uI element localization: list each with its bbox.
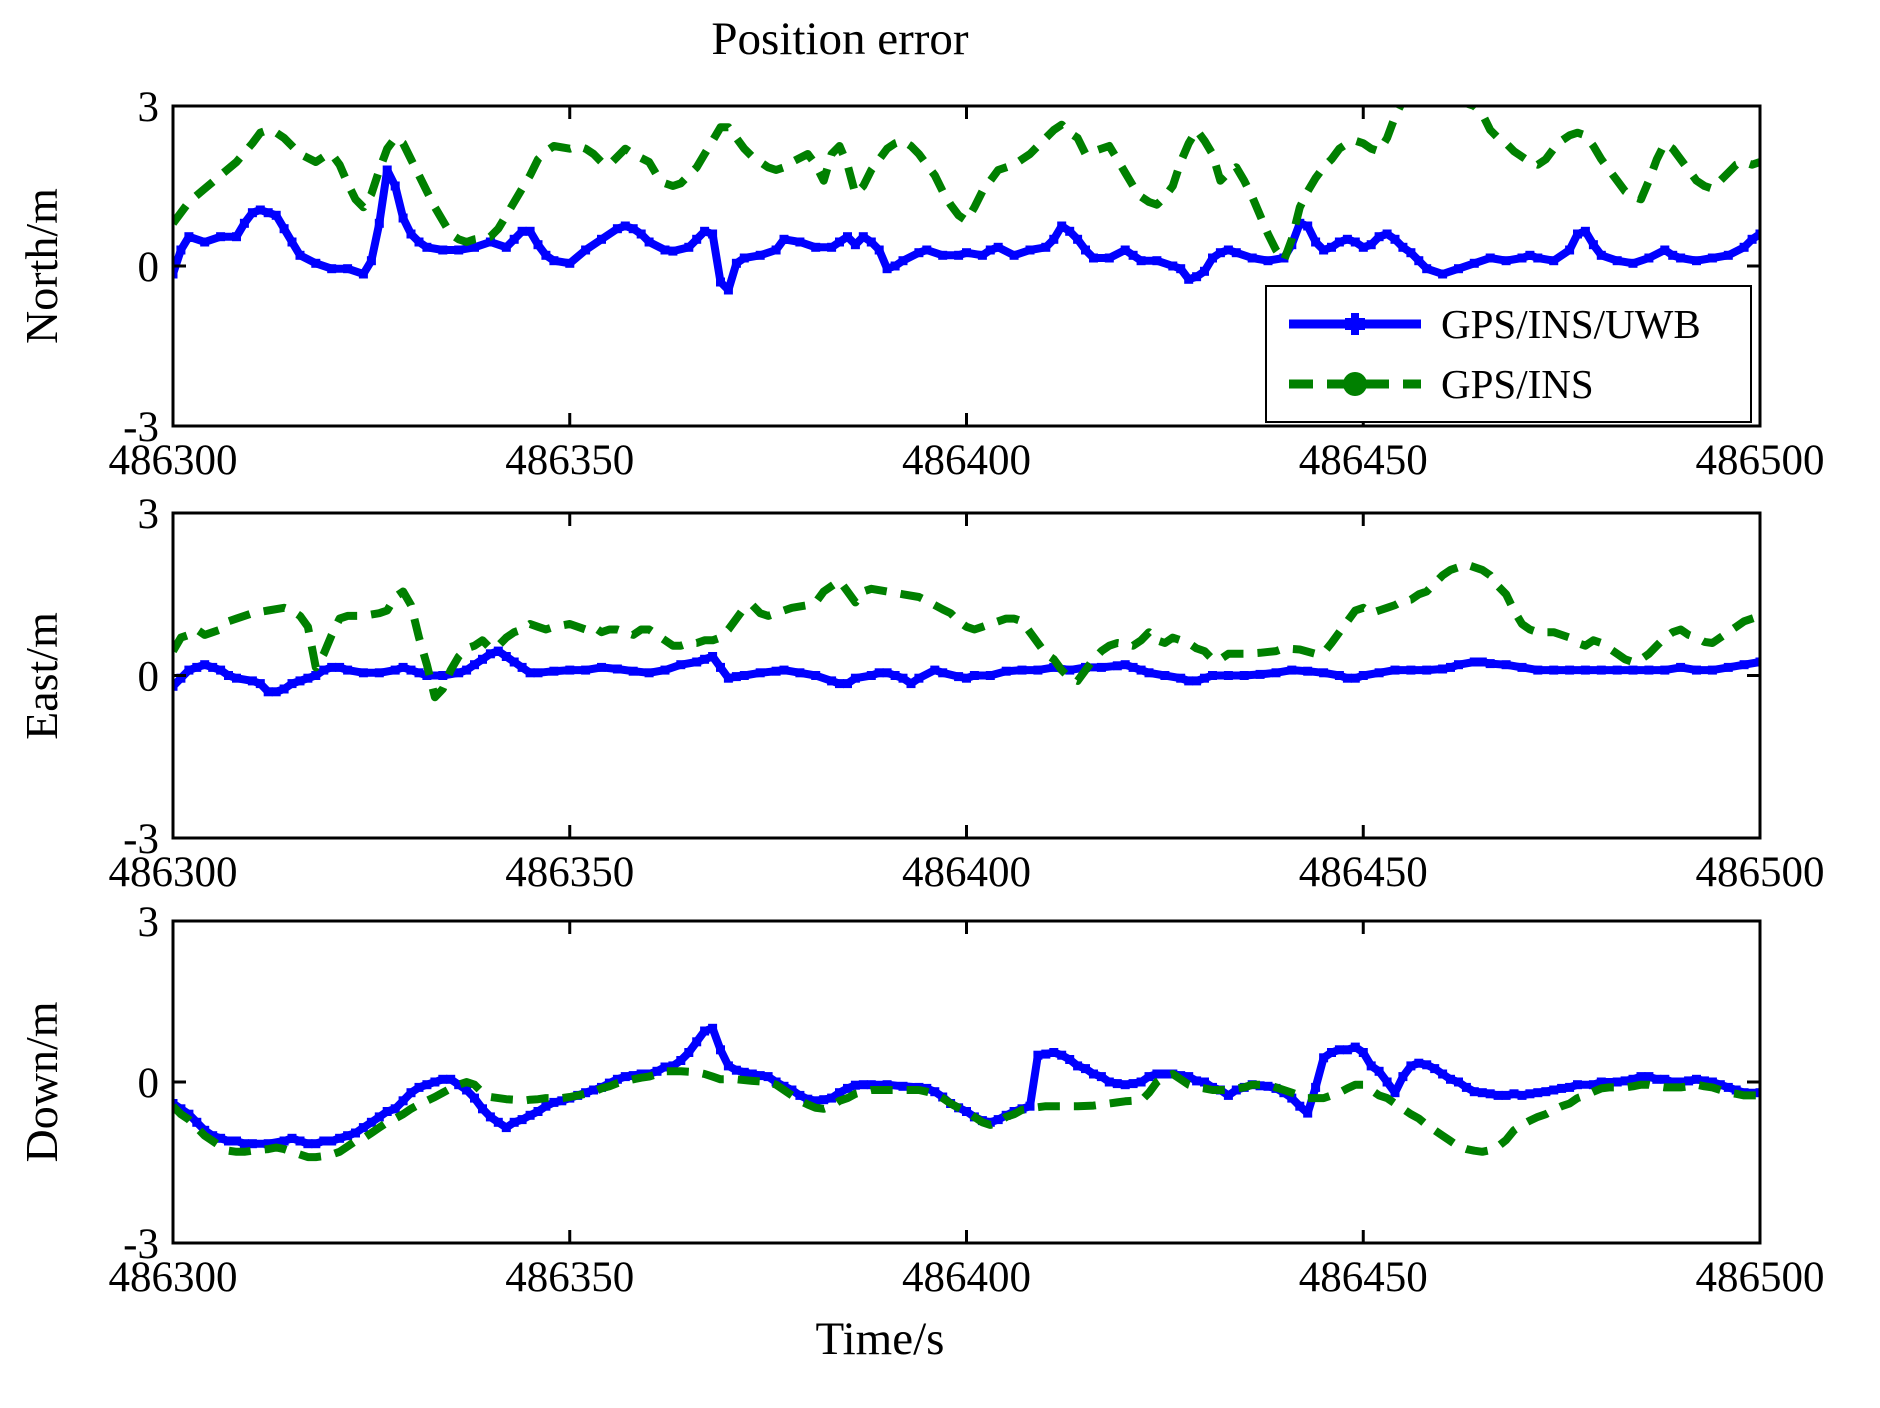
legend-line-dashed-icon bbox=[1289, 372, 1421, 397]
y-tick-label: -3 bbox=[123, 404, 159, 451]
y-tick-label: 3 bbox=[138, 491, 160, 538]
legend-label: GPS/INS bbox=[1441, 361, 1594, 408]
x-tick-label: 486300 bbox=[109, 1254, 238, 1301]
legend-entry-gps-ins-uwb: GPS/INS/UWB bbox=[1285, 300, 1750, 348]
chart-title: Position error bbox=[711, 13, 969, 65]
y-tick-label: 3 bbox=[138, 84, 160, 131]
y-tick-label: 0 bbox=[138, 1060, 160, 1107]
y-tick-label: 0 bbox=[138, 654, 160, 701]
x-tick-label: 486500 bbox=[1696, 849, 1825, 896]
axes-frame bbox=[171, 919, 1762, 1245]
series-line-gps-ins-uwb bbox=[172, 1024, 1761, 1148]
x-tick-label: 486450 bbox=[1299, 437, 1428, 484]
legend-label: GPS/INS/UWB bbox=[1441, 300, 1701, 347]
y-tick-label: 0 bbox=[138, 244, 160, 291]
legend-line-solid-icon bbox=[1289, 312, 1421, 335]
x-tick-label: 486300 bbox=[109, 437, 238, 484]
series-line-gps-ins bbox=[172, 560, 1761, 702]
series-markers-gps-ins-uwb bbox=[172, 646, 1761, 697]
legend-entry-gps-ins: GPS/INS bbox=[1285, 360, 1750, 408]
x-tick-label: 486350 bbox=[505, 1254, 634, 1301]
x-tick-label: 486400 bbox=[902, 849, 1031, 896]
y-tick-label: -3 bbox=[123, 1221, 159, 1268]
legend: GPS/INS/UWB GPS/INS bbox=[1265, 285, 1752, 423]
y-tick-label: 3 bbox=[138, 899, 160, 946]
x-tick-label: 486400 bbox=[902, 1254, 1031, 1301]
x-tick-label: 486350 bbox=[505, 437, 634, 484]
x-tick-label: 486450 bbox=[1299, 849, 1428, 896]
x-axis-label: Time/s bbox=[815, 1313, 945, 1365]
subplot-east: 486300 486350 486400 486450 486500 3 0 -3 bbox=[109, 491, 1825, 896]
x-tick-label: 486400 bbox=[902, 437, 1031, 484]
subplot-north: 486300 486350 486400 486450 486500 3 0 -3 bbox=[109, 84, 1825, 484]
x-tick-label: 486450 bbox=[1299, 1254, 1428, 1301]
x-tick-label: 486500 bbox=[1696, 1254, 1825, 1301]
y-tick-label: -3 bbox=[123, 816, 159, 863]
series-line-gps-ins bbox=[172, 107, 1761, 265]
subplot-down: 486300 486350 486400 486450 486500 3 0 -3 bbox=[109, 899, 1825, 1301]
x-tick-label: 486500 bbox=[1696, 437, 1825, 484]
x-tick-label: 486300 bbox=[109, 849, 238, 896]
x-tick-label: 486350 bbox=[505, 849, 634, 896]
series-markers-gps-ins-uwb bbox=[172, 1023, 1761, 1149]
series-markers-gps-ins-uwb bbox=[172, 165, 1761, 295]
